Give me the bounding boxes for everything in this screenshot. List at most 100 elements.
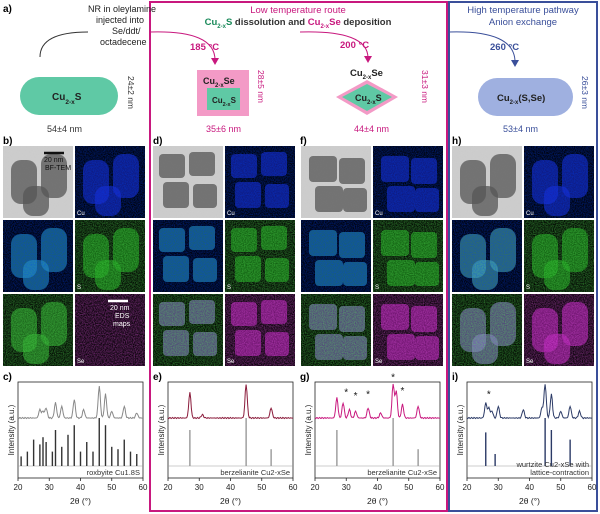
eds-label-1: EDS — [115, 313, 130, 320]
dim-d-len: 35±6 nm — [206, 124, 241, 134]
particle — [309, 156, 337, 182]
xrd-panel-c: 20 30 40 50 60 2θ (°) Intensity (a.u.) roxbyite… — [7, 381, 148, 506]
shape-h-label: Cu2-x(S,Se) — [497, 93, 545, 106]
element-tag-cu: Cu — [77, 211, 85, 217]
element-tag-cu: Cu — [227, 211, 235, 217]
dim-a-len: 54±4 nm — [47, 124, 82, 134]
shape-h-cusse — [478, 78, 573, 116]
element-tag-se: Se — [227, 359, 235, 365]
element-tag-cu: Cu — [375, 211, 383, 217]
nr-line2: injected into — [96, 15, 144, 25]
xrd-xlabel: 2θ (°) — [70, 496, 91, 506]
micro-tile-b-2-1: Se — [75, 294, 145, 366]
xrd-tick-label: 30 — [342, 483, 351, 492]
shape-d-core — [207, 88, 240, 110]
element-tag-cu: Cu — [526, 211, 534, 217]
xrd-ref-label-g: berzelianite Cu2-xSe — [367, 468, 437, 477]
shape-f-core — [342, 84, 392, 111]
xrd-axes-e — [167, 381, 294, 479]
particle — [315, 186, 343, 212]
micro-tile-d-0-1: Cu — [225, 146, 295, 218]
micro-tile-h-0-1: Cu — [524, 146, 594, 218]
panel-letter-d: d) — [153, 136, 162, 147]
xrd-trace-e — [167, 384, 294, 420]
scale-eds: 20 nm — [110, 305, 130, 312]
dim-h-wid: 26±3 nm — [580, 76, 590, 109]
micro-tile-f-0-1: Cu — [373, 146, 443, 218]
high-route-subtitle: Anion exchange — [489, 17, 557, 28]
xrd-ref-label-e: berzelianite Cu2-xSe — [220, 468, 290, 477]
temp-185: 185 °C — [190, 42, 219, 53]
element-tag-se: Se — [526, 359, 534, 365]
xrd-tick-label: 50 — [556, 483, 565, 492]
xrd-plots: 20 30 40 50 60 2θ (°) Intensity (a.u.) roxbyite… — [7, 372, 597, 506]
xrd-trace-g — [314, 383, 441, 420]
micro-tile-f-1-1: S — [373, 220, 443, 292]
element-tag-s: S — [526, 285, 530, 291]
micro-tile-h-2-0 — [452, 294, 522, 366]
shape-d-se-label: Cu2-xSe — [203, 76, 235, 89]
low-route-title: Low temperature route — [250, 5, 346, 16]
xrd-tick-label: 30 — [195, 483, 204, 492]
xrd-xlabel: 2θ (°) — [220, 496, 241, 506]
micro-tile-h-0-0 — [452, 146, 522, 218]
xrd-tick-label: 30 — [494, 483, 503, 492]
scale-tem: 20 nm — [44, 157, 64, 164]
dim-a-wid: 24±2 nm — [126, 76, 136, 109]
panel-letter-c: c) — [3, 372, 12, 383]
dim-f-wid: 31±3 nm — [420, 70, 430, 103]
arrow-260 — [448, 31, 516, 63]
micro-tile-h-1-1: S — [524, 220, 594, 292]
micro-tile-h-1-0 — [452, 220, 522, 292]
xrd-star: * — [487, 389, 491, 400]
panel-letter-b: b) — [3, 136, 12, 147]
panel-letter-e: e) — [153, 372, 162, 383]
xrd-panel-i: 20 30 40 50 60 2θ (°) Intensity (a.u.) * wurtzit… — [456, 381, 597, 506]
dim-f-len: 44±4 nm — [354, 124, 389, 134]
xrd-tick-label: 20 — [463, 483, 472, 492]
particle — [193, 184, 217, 208]
nr-line1: NR in oleylamine — [88, 4, 156, 14]
element-tag-s: S — [375, 285, 379, 291]
microscopy-grids: Cu S Se Cu S Se Cu S Se Cu S Se — [3, 146, 594, 366]
panel-letter-i: i) — [452, 372, 458, 383]
particle — [490, 154, 516, 198]
micro-tile-b-2-0 — [3, 294, 73, 366]
xrd-ylabel: Intensity (a.u.) — [157, 404, 166, 455]
xrd-ylabel: Intensity (a.u.) — [304, 404, 313, 455]
xrd-tick-label: 30 — [45, 483, 54, 492]
shape-a-cu2s — [20, 77, 118, 115]
xrd-tick-label: 60 — [289, 483, 298, 492]
micro-tile-b-1-0 — [3, 220, 73, 292]
arrow-185 — [149, 31, 216, 61]
micro-tile-d-2-1: Se — [225, 294, 295, 366]
micro-tile-f-0-0 — [301, 146, 371, 218]
particle — [23, 186, 49, 216]
xrd-tick-label: 50 — [107, 483, 116, 492]
particle — [339, 158, 365, 184]
micro-tile-d-1-0 — [153, 220, 223, 292]
micro-tile-d-1-1: S — [225, 220, 295, 292]
nr-line4: octadecene — [100, 37, 147, 47]
high-route-frame — [448, 1, 598, 512]
low-route-subtitle: Cu2-xS dissolution and Cu2-xSe depositio… — [205, 17, 392, 30]
xrd-trace-i — [466, 384, 593, 420]
xrd-star: * — [391, 372, 395, 383]
micro-tile-f-2-1: Se — [373, 294, 443, 366]
shape-f-s-label: Cu2-xS — [355, 93, 382, 106]
nr-line3: Se/ddt/ — [112, 26, 141, 36]
micro-tile-d-2-0 — [153, 294, 223, 366]
temp-200: 200 °C — [340, 40, 369, 51]
particle — [343, 188, 367, 212]
dim-h-len: 53±4 nm — [503, 124, 538, 134]
xrd-star: * — [401, 386, 405, 397]
micro-tile-f-2-0 — [301, 294, 371, 366]
xrd-tick-label: 40 — [525, 483, 534, 492]
xrd-ylabel: Intensity (a.u.) — [7, 404, 16, 455]
xrd-xlabel: 2θ (°) — [519, 496, 540, 506]
element-tag-se: Se — [77, 359, 85, 365]
xrd-xlabel: 2θ (°) — [367, 496, 388, 506]
low-route-frame — [149, 1, 448, 512]
particle — [189, 152, 215, 176]
xrd-tick-label: 20 — [311, 483, 320, 492]
